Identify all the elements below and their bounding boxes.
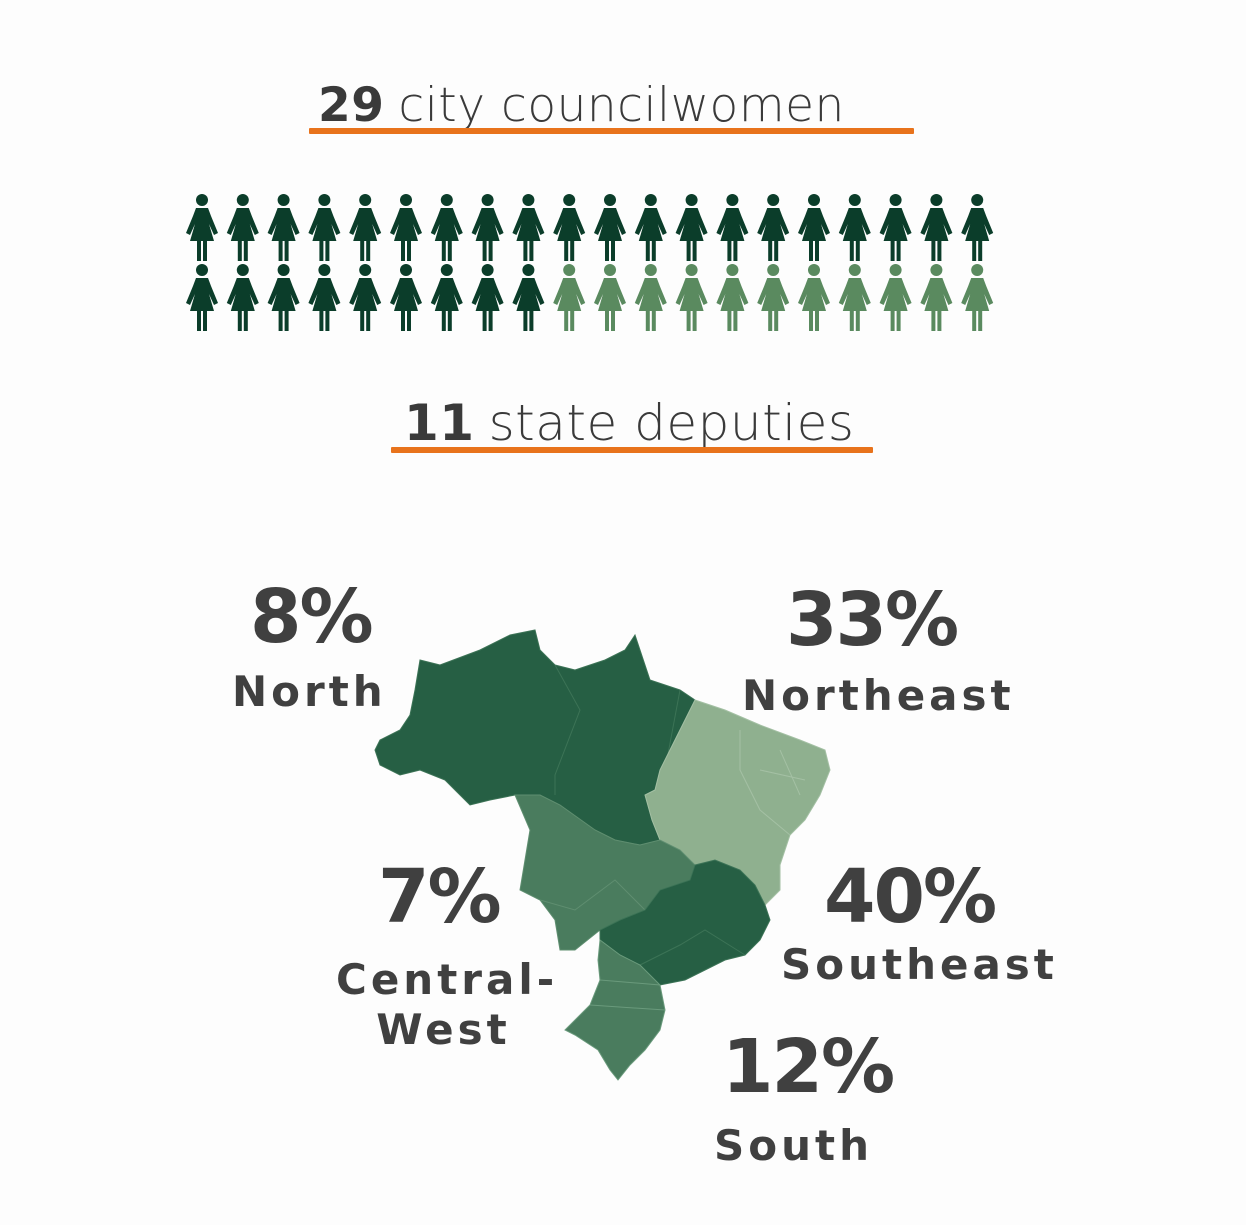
councilwoman-icon [390, 264, 422, 331]
south-percent: 12% [722, 1024, 895, 1110]
brazil-map [374, 629, 831, 1081]
state-deputy-icon [920, 264, 953, 331]
deputies-label: state deputies [488, 394, 855, 452]
councilwoman-icon [226, 264, 259, 331]
north-percent: 8% [250, 574, 374, 660]
region-southeast [599, 859, 771, 986]
councilwoman-icon [390, 194, 422, 261]
councilwoman-icon [430, 264, 463, 331]
councilwoman-icon [675, 194, 708, 261]
councilwoman-icon [798, 194, 830, 261]
councilwoman-icon [226, 194, 259, 261]
state-deputy-icon [798, 264, 830, 331]
councilwoman-icon [838, 194, 871, 261]
councilwoman-icon [430, 194, 463, 261]
councilwoman-icon [879, 194, 912, 261]
councilwoman-icon [308, 194, 341, 261]
pictogram-chart [186, 194, 994, 331]
councilwoman-icon [471, 264, 504, 331]
councilwoman-icon [961, 194, 994, 261]
councilwoman-icon [471, 194, 504, 261]
southeast-label: Southeast [781, 940, 1058, 989]
northeast-label: Northeast [742, 671, 1015, 720]
councilwoman-icon [594, 194, 626, 261]
councilwomen-underline [309, 128, 914, 134]
councilwoman-icon [267, 264, 300, 331]
state-deputy-icon [675, 264, 708, 331]
state-deputy-icon [757, 264, 790, 331]
councilwoman-icon [634, 194, 667, 261]
councilwomen-label: city councilwomen [398, 78, 845, 133]
state-deputy-icon [879, 264, 912, 331]
councilwomen-heading: 29 city councilwomen [318, 82, 845, 129]
councilwomen-count: 29 [318, 78, 385, 133]
central-west-percent: 7% [378, 854, 502, 940]
councilwoman-icon [553, 194, 586, 261]
councilwoman-icon [349, 194, 382, 261]
councilwoman-icon [757, 194, 790, 261]
deputies-count: 11 [404, 394, 475, 452]
state-deputy-icon [716, 264, 749, 331]
south-label: South [714, 1121, 873, 1170]
councilwoman-icon [349, 264, 382, 331]
north-label: North [232, 667, 387, 716]
councilwoman-icon [920, 194, 953, 261]
region-south [564, 939, 666, 1081]
deputies-heading: 11 state deputies [404, 398, 854, 448]
councilwoman-icon [186, 264, 218, 331]
councilwoman-icon [267, 194, 300, 261]
state-deputy-icon [594, 264, 626, 331]
councilwoman-icon [512, 194, 545, 261]
councilwoman-icon [186, 194, 218, 261]
northeast-percent: 33% [786, 577, 959, 663]
southeast-percent: 40% [824, 854, 997, 940]
councilwoman-icon [716, 194, 749, 261]
state-deputy-icon [634, 264, 667, 331]
deputies-underline [391, 447, 873, 453]
state-deputy-icon [961, 264, 994, 331]
state-deputy-icon [838, 264, 871, 331]
councilwoman-icon [512, 264, 545, 331]
councilwoman-icon [308, 264, 341, 331]
central-west-label: Central-West [336, 955, 559, 1054]
state-deputy-icon [553, 264, 586, 331]
